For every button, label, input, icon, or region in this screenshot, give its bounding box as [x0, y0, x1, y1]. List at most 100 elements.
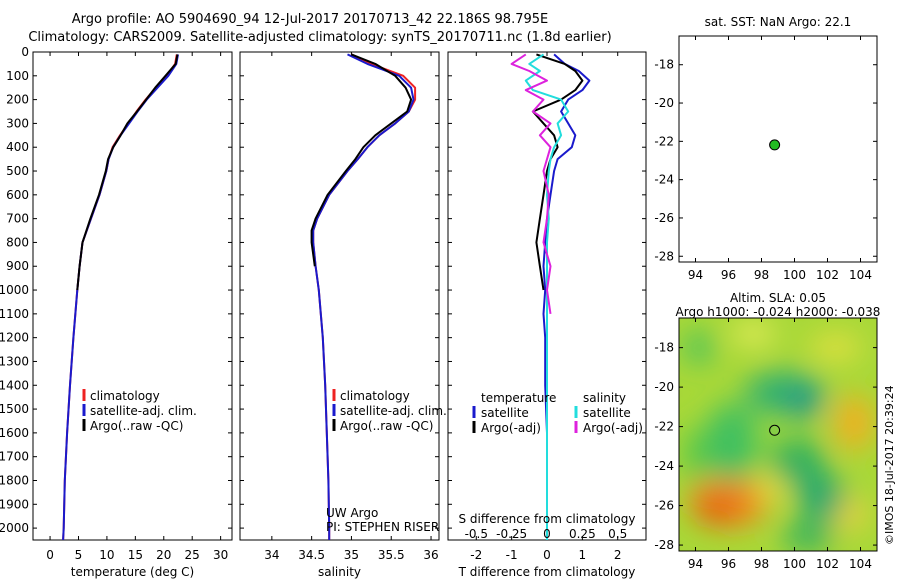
x-tick-label: 102 [816, 557, 839, 571]
y-tick-label: 300 [6, 116, 29, 130]
y-tick-label: -20 [654, 96, 674, 110]
series-line [76, 54, 179, 291]
top-tick-label: -0.5 [465, 527, 488, 541]
sla-blobs [683, 323, 874, 551]
sla-blob [809, 333, 862, 362]
top-tick-label: -0.25 [496, 527, 527, 541]
sla-blob [731, 323, 776, 344]
legend-label: Argo(..raw -QC) [340, 419, 433, 433]
sla-blob [684, 331, 713, 364]
series-line [62, 54, 178, 541]
x-tick-label: 94 [688, 268, 703, 282]
legend-label: climatology [90, 389, 160, 403]
y-tick-label: -20 [654, 380, 674, 394]
sla-blob [833, 394, 874, 451]
x-tick-label: 35 [344, 548, 359, 562]
y-tick-label: 1500 [0, 402, 29, 416]
annotation-text: UW Argo [326, 506, 378, 520]
series-line [312, 53, 415, 540]
series-line [62, 54, 179, 541]
x-tick-label: 104 [849, 268, 872, 282]
y-tick-label: -24 [654, 173, 674, 187]
x-tick-label: 98 [754, 557, 769, 571]
y-tick-label: 1900 [0, 497, 29, 511]
x-tick-label: 30 [213, 548, 228, 562]
x-tick-label: 5 [75, 548, 83, 562]
y-tick-label: 500 [6, 164, 29, 178]
y-tick-label: 2000 [0, 521, 29, 535]
x-tick-label: 96 [721, 268, 736, 282]
x-tick-label: 0 [543, 548, 551, 562]
x-tick-label: 34 [264, 548, 279, 562]
legend-header: temperature [481, 391, 556, 405]
legend-label: Argo(-adj) [481, 421, 541, 435]
sla-blob [769, 438, 826, 487]
top-tick-label: 0 [543, 527, 551, 541]
x-axis-label: salinity [318, 565, 361, 579]
argo-position-marker [769, 139, 781, 151]
x-tick-label: -1 [506, 548, 518, 562]
x-axis-label: temperature (deg C) [71, 565, 194, 579]
series-line [310, 53, 413, 267]
top-tick-label: 0.25 [569, 527, 596, 541]
plot-frame [32, 51, 233, 541]
x-tick-label: 25 [185, 548, 200, 562]
y-tick-label: -28 [654, 538, 674, 552]
x-tick-label: 10 [99, 548, 114, 562]
x-tick-label: 15 [128, 548, 143, 562]
x-tick-label: 94 [688, 557, 703, 571]
x-tick-label: 34.5 [298, 548, 325, 562]
legend-label: Argo(..raw -QC) [90, 419, 183, 433]
y-tick-label: 1300 [0, 354, 29, 368]
y-tick-label: -26 [654, 211, 674, 225]
y-tick-label: -22 [654, 420, 674, 434]
sla-blob [786, 388, 823, 417]
y-tick-label: 1700 [0, 450, 29, 464]
y-tick-label: 1400 [0, 378, 29, 392]
y-tick-label: 700 [6, 212, 29, 226]
sla-blob [705, 402, 758, 483]
legend-label: satellite-adj. clim. [90, 404, 197, 418]
map-frame [678, 317, 878, 552]
legend-label: satellite-adj. clim. [340, 404, 447, 418]
figure-subtitle: Climatology: CARS2009. Satellite-adjuste… [28, 30, 612, 45]
x-tick-label: 100 [783, 268, 806, 282]
series-line [510, 53, 552, 315]
y-tick-label: 1800 [0, 473, 29, 487]
series-line [542, 53, 591, 540]
map-frame [678, 35, 878, 263]
series-line [531, 53, 584, 291]
x-tick-label: 35.5 [378, 548, 405, 562]
y-tick-label: -26 [654, 499, 674, 513]
x-tick-label: 102 [816, 268, 839, 282]
legend-label: satellite [583, 406, 631, 420]
y-tick-label: 400 [6, 140, 29, 154]
plot-frame [239, 51, 440, 541]
legend-label: satellite [481, 406, 529, 420]
y-tick-label: 1200 [0, 331, 29, 345]
sla-blob [781, 523, 834, 551]
imos-watermark: ©IMOS 18-Jul-2017 20:39:24 [883, 385, 896, 545]
y-tick-label: 1000 [0, 283, 29, 297]
y-tick-label: 100 [6, 69, 29, 83]
x-axis-label: T difference from climatology [458, 565, 636, 579]
x-tick-label: -2 [470, 548, 482, 562]
x-tick-label: 96 [721, 557, 736, 571]
sla-blob [796, 473, 845, 522]
x-tick-label: 98 [754, 268, 769, 282]
y-tick-label: -28 [654, 249, 674, 263]
x-tick-label: 20 [156, 548, 171, 562]
x-tick-label: 36 [423, 548, 438, 562]
x-tick-label: 1 [579, 548, 587, 562]
sla-blob [683, 426, 708, 487]
figure-title: Argo profile: AO 5904690_94 12-Jul-2017 … [71, 12, 549, 27]
map-title: Altim. SLA: 0.05 [730, 291, 826, 305]
map-title: sat. SST: NaN Argo: 22.1 [705, 15, 852, 29]
y-tick-label: -24 [654, 459, 674, 473]
x-tick-label: 100 [783, 557, 806, 571]
sla-blob [755, 475, 788, 500]
legend-label: Argo(-adj) [583, 421, 643, 435]
y-tick-label: 200 [6, 93, 29, 107]
sla-blob [694, 495, 739, 524]
y-tick-label: 800 [6, 235, 29, 249]
